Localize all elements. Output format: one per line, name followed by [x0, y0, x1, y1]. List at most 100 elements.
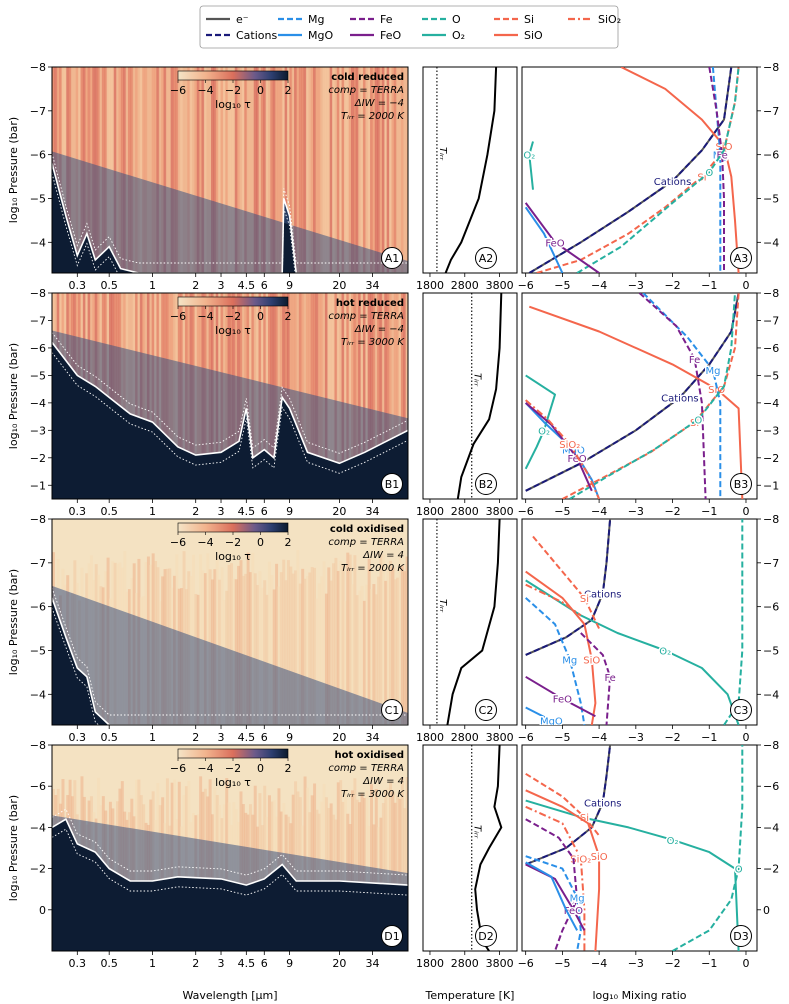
- colorbar-label: log₁₀ τ: [215, 324, 251, 337]
- temperature-tick-label: 3800: [486, 279, 514, 292]
- wavelength-tick-label: 20: [332, 505, 346, 518]
- panel-label-circle: [381, 699, 403, 721]
- y-tick-label: −6: [30, 780, 46, 793]
- wavelength-tick-label: 0.3: [69, 279, 87, 292]
- map-stripe: [391, 67, 395, 273]
- species-curve: [525, 570, 597, 725]
- species-curve: [620, 67, 740, 273]
- species-curve: [525, 293, 740, 492]
- map-stripe: [339, 293, 343, 499]
- map-stripe: [230, 67, 233, 273]
- wavelength-tick-label: 0.3: [69, 957, 87, 970]
- species-label: Cations: [654, 177, 691, 188]
- map-stripe: [332, 293, 336, 499]
- temperature-tick-label: 1800: [416, 957, 444, 970]
- colorbar-tick-label: 2: [285, 762, 292, 775]
- colorbar-label: log₁₀ τ: [215, 98, 251, 111]
- map-stripe: [393, 67, 397, 273]
- map-stripe: [384, 580, 388, 725]
- legend-label: O: [452, 13, 461, 26]
- delta-iw-label: ΔIW = 4: [362, 776, 404, 787]
- map-stripe: [277, 586, 281, 725]
- species-label: Mg: [562, 655, 577, 666]
- map-stripe: [367, 293, 371, 499]
- map-stripe: [379, 554, 383, 725]
- species-curve: [528, 141, 534, 190]
- map-stripe: [327, 567, 331, 725]
- map-stripe: [355, 67, 359, 273]
- map-stripe: [154, 67, 158, 273]
- map-stripe: [194, 67, 198, 273]
- map-stripe: [294, 570, 298, 725]
- optical-depth-map: [52, 293, 408, 499]
- temperature-tick-label: 1800: [416, 505, 444, 518]
- map-stripe: [296, 67, 300, 273]
- y-tick-label: −4: [763, 688, 779, 701]
- wavelength-tick-label: 3: [218, 505, 225, 518]
- map-stripe: [381, 554, 385, 725]
- temperature-frame: [422, 292, 518, 500]
- map-stripe: [258, 67, 262, 273]
- wavelength-tick-label: 1: [149, 505, 156, 518]
- legend-label: SiO₂: [598, 13, 621, 26]
- map-stripe: [206, 67, 210, 273]
- colorbar-tick-label: −4: [197, 84, 213, 97]
- panel-label: D2: [478, 930, 493, 943]
- map-stripe: [324, 593, 328, 725]
- species-label: FeO: [545, 238, 564, 249]
- map-stripe: [260, 67, 264, 273]
- species-label: e: [669, 177, 675, 188]
- photosphere-lower-bound: [52, 828, 408, 896]
- mixing-tick-label: −4: [591, 279, 607, 292]
- species-curve: [536, 67, 740, 273]
- map-stripe: [265, 67, 269, 273]
- map-stripe: [215, 67, 219, 273]
- map-stripe: [377, 293, 381, 499]
- species-curve: [525, 772, 600, 837]
- tirr-label: Tᵢᵣᵣ = 3000 K: [341, 337, 405, 348]
- delta-iw-label: ΔIW = −4: [354, 324, 404, 335]
- panel-label: A3: [734, 252, 749, 265]
- species-label: FeO: [553, 695, 572, 706]
- mixing-tick-label: 0: [742, 731, 749, 744]
- legend-label: MgO: [308, 29, 333, 42]
- map-stripe: [220, 567, 224, 725]
- y-axis-label: log₁₀ Pressure (bar): [7, 569, 20, 675]
- y-tick-label: −4: [763, 397, 779, 410]
- map-stripe: [149, 67, 153, 273]
- map-stripe: [374, 293, 378, 499]
- map-stripe: [320, 293, 324, 499]
- scenario-title: cold oxidised: [330, 524, 404, 535]
- colorbar-tick-label: −2: [225, 310, 241, 323]
- y-tick-label: −7: [30, 314, 46, 327]
- map-stripe: [284, 580, 288, 725]
- colorbar-tick-label: −2: [225, 84, 241, 97]
- y-tick-label: −2: [30, 863, 46, 876]
- panel-label: B3: [734, 478, 749, 491]
- map-stripe: [301, 568, 305, 725]
- mixing-tick-label: 0: [742, 505, 749, 518]
- wavelength-tick-label: 0.5: [100, 505, 118, 518]
- mixing-tick-label: −4: [591, 731, 607, 744]
- map-stripe: [158, 67, 162, 273]
- species-label: SiO: [583, 655, 600, 666]
- map-stripe: [305, 67, 309, 273]
- map-stripe: [277, 67, 281, 273]
- map-stripe: [343, 293, 347, 499]
- map-stripe: [351, 67, 355, 273]
- x-axis-label-wavelength: Wavelength [μm]: [182, 989, 277, 1002]
- map-stripe: [405, 293, 408, 499]
- y-tick-label: −5: [763, 369, 779, 382]
- photosphere-line: [52, 818, 408, 886]
- wavelength-tick-label: 3: [218, 957, 225, 970]
- legend-label: Fe: [380, 13, 393, 26]
- map-stripe: [310, 567, 314, 725]
- panel-label-circle: [730, 925, 752, 947]
- y-axis-label: log₁₀ Pressure (bar): [7, 795, 20, 901]
- wavelength-tick-label: 3: [218, 279, 225, 292]
- y-tick-label: 0: [763, 904, 770, 917]
- map-stripe: [336, 293, 340, 499]
- colorbar-tick-label: 2: [285, 84, 292, 97]
- colorbar-tick-label: −6: [170, 536, 186, 549]
